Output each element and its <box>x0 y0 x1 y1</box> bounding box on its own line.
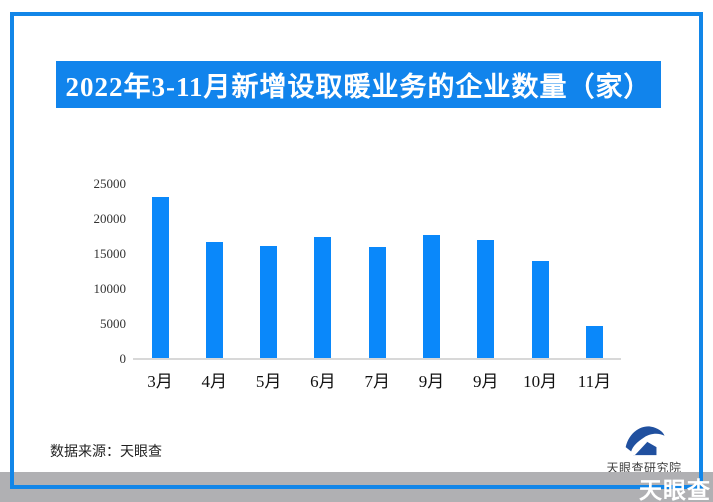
tianyancha-logo-icon <box>625 426 665 456</box>
bar-4月 <box>205 241 223 358</box>
y-axis-tick-label: 15000 <box>93 246 127 261</box>
y-axis-tick-label: 5000 <box>100 316 126 331</box>
x-axis-label: 10月 <box>523 372 558 391</box>
y-axis-tick-label: 20000 <box>93 211 127 226</box>
x-axis-label: 4月 <box>201 372 228 391</box>
x-axis-label: 3月 <box>147 372 173 391</box>
bar-9月 <box>423 234 440 358</box>
x-axis-label: 9月 <box>418 372 445 391</box>
x-axis-line <box>133 358 621 360</box>
x-axis-label: 7月 <box>364 372 390 391</box>
bar-3月 <box>151 197 169 358</box>
logo-text: 天眼查研究院 <box>606 461 682 475</box>
y-axis-tick-label: 25000 <box>93 176 127 191</box>
chart-title-banner: 2022年3-11月新增设取暖业务的企业数量（家） <box>56 61 661 108</box>
bottom-watermark-band <box>0 472 713 502</box>
tianyancha-watermark: 天眼查 <box>639 477 711 502</box>
bar-11月 <box>585 325 603 358</box>
x-axis-label: 11月 <box>577 372 612 391</box>
bar-5月 <box>260 246 278 358</box>
y-axis-tick-label: 10000 <box>93 281 127 296</box>
bar-10月 <box>531 261 549 358</box>
chart-title: 2022年3-11月新增设取暖业务的企业数量（家） <box>65 72 652 102</box>
x-axis-label: 9月 <box>473 372 499 391</box>
x-axis-label: 6月 <box>310 372 336 391</box>
tianyancha-research-logo: 天眼查研究院 <box>604 423 684 476</box>
bar-6月 <box>314 236 332 358</box>
data-source-note: 数据来源：天眼查 <box>50 443 162 459</box>
bar-9月 <box>477 239 495 358</box>
y-axis-tick-label: 0 <box>119 351 127 366</box>
x-axis-label: 5月 <box>255 372 282 391</box>
bar-7月 <box>368 247 386 358</box>
